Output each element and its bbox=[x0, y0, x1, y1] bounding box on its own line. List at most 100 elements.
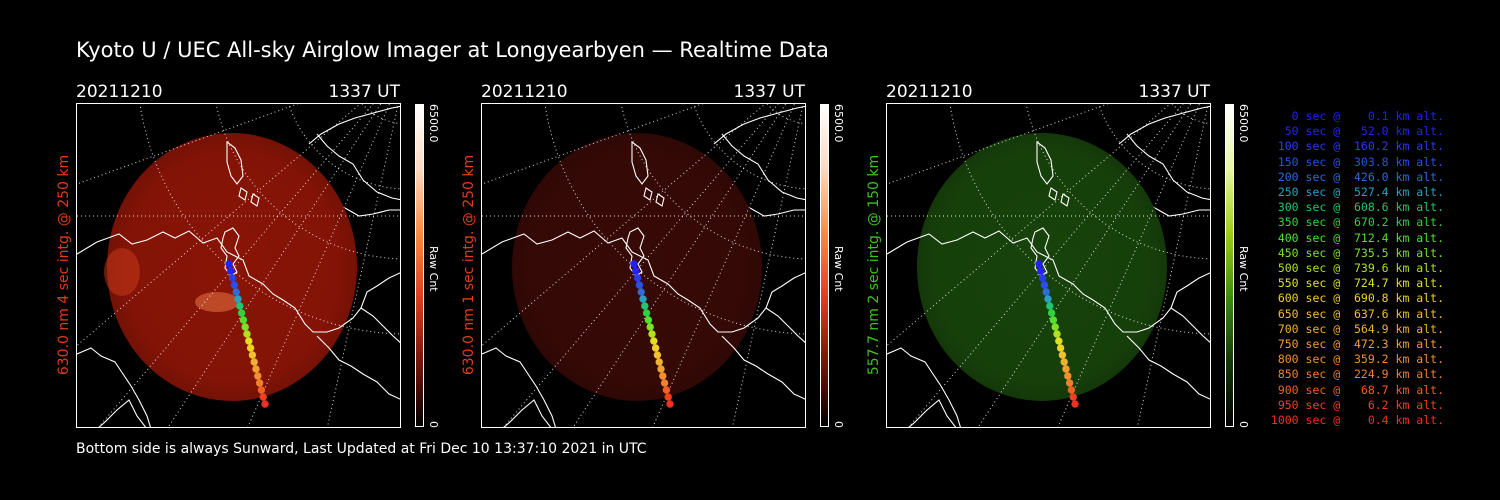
trajectory-point bbox=[237, 309, 246, 317]
coastline bbox=[1126, 335, 1210, 400]
trajectory-point bbox=[246, 344, 255, 352]
panel-1-colorbar bbox=[415, 104, 424, 427]
trajectory-point bbox=[1037, 267, 1045, 275]
trajectory-point bbox=[239, 316, 248, 324]
trajectory-point bbox=[1060, 358, 1068, 366]
island-outline bbox=[1060, 193, 1070, 207]
panel-3-cbar-max: 6500.0 bbox=[1237, 104, 1250, 143]
coastline bbox=[77, 347, 151, 427]
emission-disk bbox=[107, 133, 357, 401]
trajectory-point bbox=[259, 393, 267, 401]
trajectory-point bbox=[1046, 302, 1054, 310]
trajectory-legend-row: 850 sec @ 224.9 km alt. bbox=[1270, 367, 1444, 382]
panel-2-cbar-label: Raw Cnt bbox=[832, 246, 845, 292]
trajectory-point bbox=[227, 267, 235, 275]
trajectory-point bbox=[1038, 274, 1047, 282]
trajectory-point bbox=[1051, 323, 1059, 331]
trajectory-point bbox=[230, 281, 239, 289]
trajectory-point bbox=[659, 372, 667, 380]
coastline bbox=[721, 335, 805, 400]
coastline bbox=[887, 347, 961, 427]
coastline bbox=[308, 105, 400, 145]
panel-1-map bbox=[77, 104, 400, 427]
coastline bbox=[749, 207, 805, 217]
trajectory-point bbox=[662, 386, 671, 394]
trajectory-legend-row: 550 sec @ 724.7 km alt. bbox=[1270, 276, 1444, 291]
coastline bbox=[765, 307, 805, 343]
island-outline bbox=[643, 187, 653, 201]
island-outline bbox=[631, 140, 649, 185]
trajectory-point bbox=[648, 330, 656, 338]
panel-3-colorbar bbox=[1225, 104, 1234, 427]
trajectory-point bbox=[630, 260, 638, 268]
trajectory-point bbox=[257, 386, 266, 394]
trajectory-legend-row: 400 sec @ 712.4 km alt. bbox=[1270, 230, 1444, 245]
trajectory-point bbox=[651, 344, 660, 352]
panel-3-ylabel: 557.7 nm 2 sec intg. @ 150 km bbox=[866, 154, 882, 376]
trajectory-point bbox=[1049, 316, 1058, 324]
trajectory-legend-row: 0 sec @ 0.1 km alt. bbox=[1270, 109, 1444, 123]
trajectory-legend-row: 500 sec @ 739.6 km alt. bbox=[1270, 261, 1444, 276]
trajectory-point bbox=[254, 372, 262, 380]
trajectory-legend-row: 1000 sec @ 0.4 km alt. bbox=[1270, 413, 1444, 428]
island-outline bbox=[226, 140, 244, 185]
island-outline bbox=[625, 227, 645, 277]
coastline bbox=[344, 207, 400, 217]
trajectory-point bbox=[664, 393, 672, 401]
trajectory-legend-row: 350 sec @ 670.2 km alt. bbox=[1270, 215, 1444, 230]
panel-1-ylabel: 630.0 nm 4 sec intg. @ 250 km bbox=[56, 154, 72, 376]
trajectory-point bbox=[1062, 365, 1070, 373]
trajectory-point bbox=[255, 379, 264, 387]
page-title: Kyoto U / UEC All-sky Airglow Imager at … bbox=[76, 38, 829, 62]
coastline bbox=[1126, 133, 1210, 201]
panel-3-map bbox=[887, 104, 1210, 427]
trajectory-point bbox=[1056, 344, 1065, 352]
trajectory-point bbox=[641, 302, 649, 310]
island-outline bbox=[250, 193, 260, 207]
trajectory-legend: 0 sec @ 0.1 km alt. 50 sec @ 52.0 km alt… bbox=[1262, 109, 1444, 428]
trajectory-point bbox=[642, 309, 651, 317]
coastline bbox=[360, 307, 400, 343]
island-outline bbox=[655, 193, 665, 207]
island-outline bbox=[1048, 187, 1058, 201]
panel-2-colorbar bbox=[820, 104, 829, 427]
trajectory-point bbox=[653, 351, 662, 359]
trajectory-legend-row: 600 sec @ 690.8 km alt. bbox=[1270, 291, 1444, 306]
panel-1-cbar-max: 6500.0 bbox=[427, 104, 440, 143]
trajectory-point bbox=[1055, 337, 1063, 345]
coastline bbox=[98, 399, 147, 427]
trajectory-legend-row: 300 sec @ 608.6 km alt. bbox=[1270, 200, 1444, 215]
coastline bbox=[1118, 105, 1210, 145]
trajectory-point bbox=[657, 365, 665, 373]
coastline bbox=[908, 399, 957, 427]
panel-2-ylabel: 630.0 nm 1 sec intg. @ 250 km bbox=[461, 154, 477, 376]
coastline bbox=[887, 230, 1210, 333]
trajectory-point bbox=[1058, 351, 1067, 359]
trajectory-point bbox=[650, 337, 658, 345]
trajectory-point bbox=[1053, 330, 1061, 338]
coastline bbox=[482, 230, 805, 333]
emission-disk bbox=[917, 133, 1167, 401]
emission-disk bbox=[512, 133, 762, 401]
panel-2-date: 20211210 bbox=[481, 82, 568, 102]
trajectory-point bbox=[245, 337, 253, 345]
trajectory-point bbox=[252, 365, 260, 373]
panel-3-cbar-label: Raw Cnt bbox=[1237, 246, 1250, 292]
trajectory-point bbox=[236, 302, 244, 310]
trajectory-point bbox=[228, 274, 237, 282]
trajectory-legend-row: 800 sec @ 359.2 km alt. bbox=[1270, 352, 1444, 367]
panel-3-time: 1337 UT bbox=[1138, 82, 1211, 102]
trajectory-point bbox=[655, 358, 663, 366]
trajectory-point bbox=[232, 288, 240, 296]
panel-3-cbar-min: 0 bbox=[1237, 421, 1250, 428]
trajectory-point bbox=[1035, 260, 1043, 268]
island-outline bbox=[1030, 227, 1050, 277]
panel-2-image bbox=[481, 103, 806, 428]
trajectory-point bbox=[635, 281, 644, 289]
coastline bbox=[316, 133, 400, 201]
trajectory-point bbox=[1042, 288, 1050, 296]
panel-3-date: 20211210 bbox=[886, 82, 973, 102]
trajectory-point bbox=[1040, 281, 1049, 289]
island-outline bbox=[1036, 140, 1054, 185]
coastline bbox=[1170, 307, 1210, 343]
